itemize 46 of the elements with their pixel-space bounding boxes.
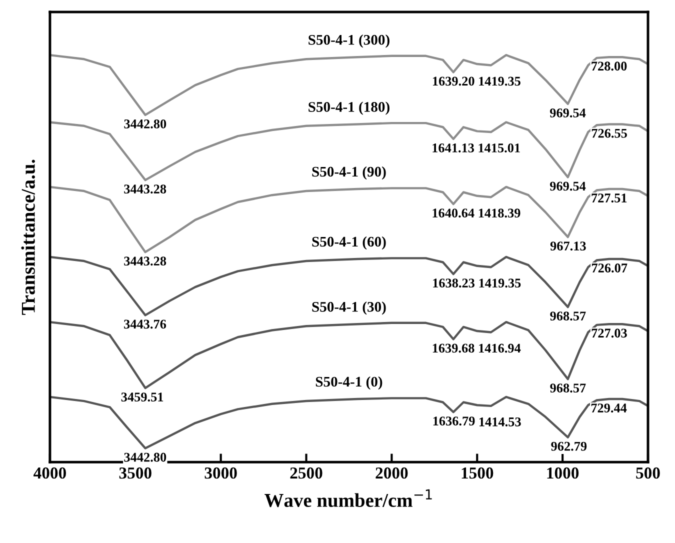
annotation: 1639.68 xyxy=(432,344,474,353)
annotation: 1419.35 xyxy=(479,278,521,288)
annotation: 726.07 xyxy=(592,264,628,273)
annotation: 1419.35 xyxy=(479,76,520,86)
annotation: 3443.28 xyxy=(124,184,166,194)
x-tick-label: 2000 xyxy=(376,467,408,479)
annotation: 3442.80 xyxy=(124,119,166,128)
annotation: 729.44 xyxy=(591,404,627,413)
series-label: S50-4-1 (90) xyxy=(312,166,386,180)
series-label: S50-4-1 (0) xyxy=(316,376,382,390)
x-axis-title: Wave number/cm$^{−1}$ xyxy=(264,489,432,508)
annotation: 3442.80 xyxy=(124,452,166,462)
annotation: 3459.51 xyxy=(121,392,164,402)
annotation: 962.79 xyxy=(551,442,587,451)
annotation: 1418.39 xyxy=(478,208,520,218)
series-label: S50-4-1 (300) xyxy=(308,34,390,48)
annotation: 3443.76 xyxy=(124,320,166,329)
y-axis-title: Transmittance/a.u. xyxy=(21,160,35,315)
x-tick-label: 500 xyxy=(636,467,660,479)
annotation: 969.54 xyxy=(550,182,586,191)
series-label: S50-4-1 (180) xyxy=(308,102,390,115)
annotation: 969.54 xyxy=(550,108,586,118)
annotation: 1414.53 xyxy=(479,417,521,426)
annotation: 727.03 xyxy=(592,328,627,338)
annotation: 967.13 xyxy=(550,242,586,251)
annotation: 1415.01 xyxy=(478,144,520,152)
annotation: 1641.13 xyxy=(432,144,474,152)
annotation: 728.00 xyxy=(592,62,627,71)
series-label: S50-4-1 (60) xyxy=(312,236,386,250)
x-tick-label: 2500 xyxy=(290,467,322,479)
x-tick-label: 3000 xyxy=(204,467,237,479)
annotation: 3443.28 xyxy=(124,256,166,266)
x-tick-label: 3500 xyxy=(119,467,152,479)
annotation: 1640.64 xyxy=(432,208,474,218)
annotation: 1416.94 xyxy=(479,344,521,353)
annotation: 968.57 xyxy=(550,384,586,393)
annotation: 727.51 xyxy=(592,194,627,203)
x-tick-label: 4000 xyxy=(34,467,66,479)
annotation: 1638.23 xyxy=(433,278,474,288)
series-label: S50-4-1 (30) xyxy=(312,302,386,315)
annotation: 1636.79 xyxy=(433,416,475,426)
x-tick-label: 1000 xyxy=(547,467,579,479)
annotation: 968.57 xyxy=(550,312,586,321)
x-tick-label: 1500 xyxy=(462,467,494,479)
annotation: 726.55 xyxy=(592,128,627,138)
annotation: 1639.20 xyxy=(432,76,474,86)
